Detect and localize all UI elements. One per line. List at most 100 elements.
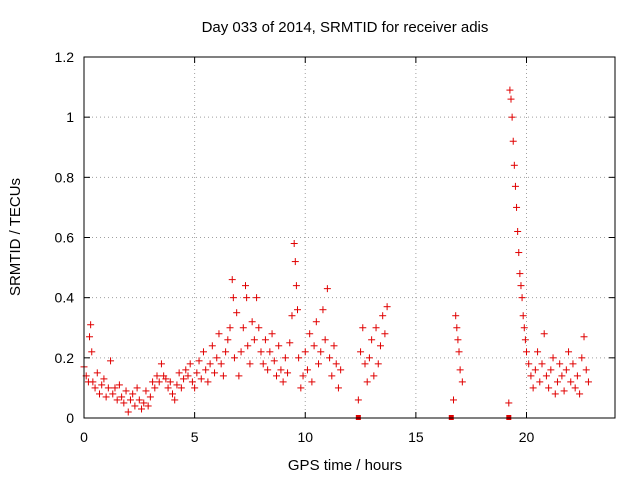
- data-point: [193, 369, 201, 377]
- data-point: [290, 240, 298, 248]
- y-tick-label: 0.8: [55, 169, 75, 185]
- data-point: [545, 384, 553, 392]
- chart-title: Day 033 of 2014, SRMTID for receiver adi…: [202, 19, 489, 36]
- data-point: [363, 378, 371, 386]
- data-point: [292, 282, 300, 290]
- data-point: [334, 384, 342, 392]
- data-point: [376, 342, 384, 350]
- data-point: [506, 86, 514, 94]
- data-point: [288, 312, 296, 320]
- data-point: [534, 348, 542, 356]
- data-point: [565, 348, 573, 356]
- x-axis-label: GPS time / hours: [288, 457, 402, 474]
- x-tick-label: 20: [519, 429, 535, 445]
- data-point: [569, 360, 577, 368]
- data-point: [109, 390, 117, 398]
- data-point: [126, 396, 134, 404]
- data-point: [204, 378, 212, 386]
- data-point: [551, 390, 559, 398]
- data-point: [107, 357, 115, 365]
- data-point: [131, 402, 139, 410]
- data-point: [315, 360, 323, 368]
- data-point: [166, 378, 174, 386]
- data-point: [553, 378, 561, 386]
- data-point: [321, 336, 329, 344]
- data-point: [208, 342, 216, 350]
- data-point: [453, 324, 461, 332]
- data-point: [361, 360, 369, 368]
- data-point: [558, 372, 566, 380]
- y-tick-label: 0.6: [55, 230, 75, 246]
- data-point: [319, 306, 327, 314]
- y-tick-labels: 0 0.2 0.4 0.6 0.8 1 1.2: [55, 49, 75, 426]
- data-point: [297, 384, 305, 392]
- data-point: [562, 366, 570, 374]
- data-point: [538, 360, 546, 368]
- data-point: [505, 399, 513, 407]
- data-point: [279, 378, 287, 386]
- data-point: [195, 357, 203, 365]
- data-point: [242, 282, 250, 290]
- data-point: [226, 324, 234, 332]
- data-point: [519, 312, 527, 320]
- data-point: [308, 378, 316, 386]
- data-point: [281, 354, 289, 362]
- data-points: [80, 86, 592, 420]
- data-point: [133, 384, 141, 392]
- data-point: [191, 384, 199, 392]
- x-tick-labels: 0 5 10 15 20: [80, 429, 534, 445]
- data-point: [268, 330, 276, 338]
- data-point: [224, 336, 232, 344]
- data-point: [527, 372, 535, 380]
- data-point: [576, 390, 584, 398]
- data-point: [556, 360, 564, 368]
- data-point: [337, 366, 345, 374]
- data-point: [518, 294, 526, 302]
- data-point: [573, 372, 581, 380]
- data-point: [370, 372, 378, 380]
- data-point: [104, 384, 112, 392]
- data-point: [372, 324, 380, 332]
- data-point: [286, 339, 294, 347]
- data-point: [294, 306, 302, 314]
- data-point: [456, 366, 464, 374]
- data-point: [169, 390, 176, 398]
- data-point: [547, 366, 555, 374]
- data-point: [303, 366, 311, 374]
- data-point: [272, 372, 280, 380]
- x-tick-label: 15: [408, 429, 424, 445]
- data-point: [228, 276, 236, 284]
- data-point: [507, 95, 515, 103]
- data-point: [157, 360, 165, 368]
- data-point: [571, 384, 579, 392]
- data-point: [454, 336, 462, 344]
- data-point: [235, 372, 243, 380]
- x-tick-label: 10: [297, 429, 313, 445]
- data-point: [237, 348, 245, 356]
- data-point: [180, 375, 188, 383]
- data-point: [520, 324, 528, 332]
- data-point: [514, 227, 522, 235]
- data-point: [508, 113, 516, 121]
- data-point: [149, 378, 157, 386]
- data-point: [87, 321, 95, 329]
- data-point: [354, 396, 362, 404]
- data-point: [250, 336, 258, 344]
- data-point: [124, 408, 132, 416]
- data-point: [138, 405, 146, 413]
- data-point: [177, 384, 185, 392]
- data-point: [239, 324, 247, 332]
- data-point: [381, 330, 389, 338]
- data-point: [111, 384, 119, 392]
- data-point: [144, 402, 152, 410]
- y-tick-label: 1: [66, 109, 74, 125]
- data-point: [259, 360, 267, 368]
- data-point: [100, 375, 108, 383]
- data-point: [264, 366, 272, 374]
- data-point: [173, 381, 181, 389]
- data-point: [513, 203, 521, 211]
- data-point: [175, 369, 183, 377]
- data-point: [295, 354, 303, 362]
- data-point: [151, 384, 159, 392]
